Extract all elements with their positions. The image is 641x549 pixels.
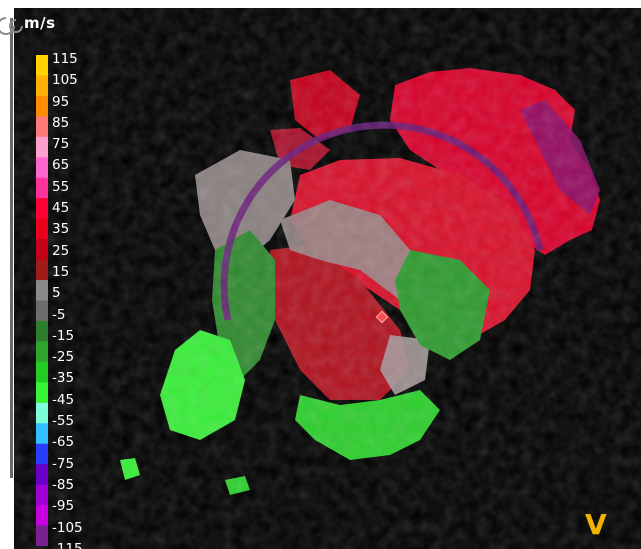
color-scale-swatch [36,239,48,261]
color-scale-swatch [36,280,48,301]
color-scale-label: -35 [52,370,75,387]
color-scale-label: 115 [52,51,78,67]
color-scale-swatch [36,341,48,363]
color-scale-swatch [36,443,48,465]
loop-icon[interactable] [0,14,30,38]
radar-display[interactable]: 115 105 95 85 75 65 55 45 35 25 15 5 -5 -15 -25 -35 -45 -… [14,8,641,549]
color-scale-swatch [36,95,48,117]
color-scale-label: -85 [52,476,75,493]
color-scale-bar [36,55,48,546]
color-scale-label: 25 [52,242,70,259]
color-scale-swatch [36,116,48,138]
color-scale-swatch [36,525,48,546]
color-scale-swatch [36,464,48,486]
color-scale-swatch [36,157,48,179]
product-mode-label: V [585,508,607,541]
color-scale-swatch [36,75,48,97]
color-scale-swatch [36,136,48,158]
color-scale-label: -55 [52,413,75,430]
color-scale-swatch [36,361,48,383]
color-scale-label: 15 [52,263,70,280]
color-scale-label: -75 [52,455,75,472]
color-scale-label: -15 [52,327,75,344]
radar-image [14,8,641,549]
color-scale-swatch [36,300,48,322]
color-scale-swatch [36,423,48,445]
color-scale-label: 65 [52,157,70,174]
color-scale-swatch [36,259,48,281]
units-label: m/s [24,14,56,32]
color-scale-label: 105 [52,72,78,89]
color-scale-label: 45 [52,200,70,217]
color-scale-label: 85 [52,114,70,131]
color-scale-label: -65 [52,434,75,451]
left-margin [0,0,14,549]
color-scale-label: -105 [52,519,83,536]
color-scale-label: 35 [52,221,70,238]
color-scale-swatch [36,382,48,404]
color-scale-label: -45 [52,391,75,408]
color-scale-label: 75 [52,136,70,153]
color-scale-swatch [36,402,48,424]
color-scale-label: -5 [52,306,66,323]
color-scale-label: 5 [52,285,61,302]
color-scale-swatch [36,218,48,240]
color-scale-swatch [36,177,48,199]
color-scale-swatch [36,55,48,76]
color-scale-label: -25 [52,349,75,366]
color-scale-label: 95 [52,93,70,110]
color-scale-label: -115 [52,540,83,549]
color-scale-swatch [36,198,48,220]
left-divider [10,18,13,478]
color-scale-labels: 115 105 95 85 75 65 55 45 35 25 15 5 -5 -15 -25 -35 -45 -… [52,49,83,549]
color-scale-label: -95 [52,498,75,515]
color-scale-swatch [36,505,48,527]
color-scale-label: 55 [52,178,70,195]
color-scale-swatch [36,484,48,506]
color-scale-swatch [36,320,48,342]
